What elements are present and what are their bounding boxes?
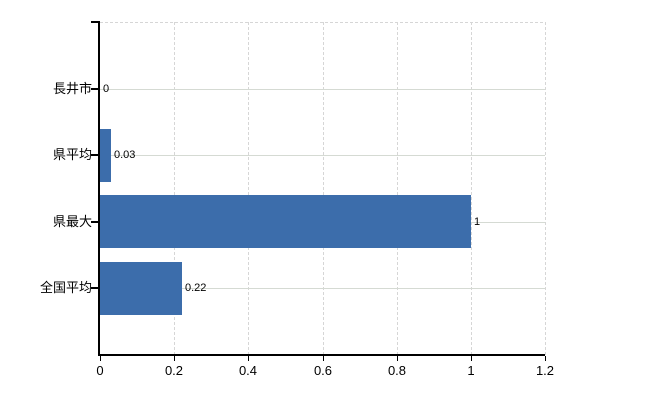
x-axis-line xyxy=(98,354,545,356)
x-axis-tick xyxy=(248,356,249,361)
x-axis-tick xyxy=(100,356,101,361)
bar xyxy=(100,195,471,248)
x-axis-tick xyxy=(545,356,546,361)
value-label: 1 xyxy=(474,216,481,228)
grid-line-vertical xyxy=(248,22,249,355)
x-tick-label: 1 xyxy=(467,363,475,378)
x-tick-label: 0.8 xyxy=(387,363,407,378)
category-label: 全国平均 xyxy=(39,280,92,295)
y-axis-tick xyxy=(91,154,98,156)
grid-line-horizontal xyxy=(100,155,545,156)
plot-top-border xyxy=(100,22,545,23)
x-tick-label: 0.4 xyxy=(238,363,258,378)
y-axis-tick xyxy=(91,88,98,90)
value-label: 0.03 xyxy=(114,149,136,161)
grid-line-vertical xyxy=(545,22,546,355)
grid-line-vertical xyxy=(323,22,324,355)
value-label: 0.22 xyxy=(185,282,207,294)
x-tick-label: 0 xyxy=(96,363,104,378)
category-label: 長井市 xyxy=(52,81,92,96)
y-axis-top-tick xyxy=(91,21,98,23)
bar xyxy=(100,129,111,182)
value-label: 0 xyxy=(103,83,110,95)
bar xyxy=(100,262,182,315)
x-tick-label: 0.6 xyxy=(313,363,333,378)
x-axis-tick xyxy=(471,356,472,361)
grid-line-horizontal xyxy=(100,89,545,90)
grid-line-vertical xyxy=(471,22,472,355)
y-axis-line xyxy=(98,21,100,356)
x-axis-tick xyxy=(323,356,324,361)
grid-line-vertical xyxy=(174,22,175,355)
x-tick-label: 0.2 xyxy=(164,363,184,378)
category-label: 県平均 xyxy=(52,147,92,162)
grid-line-horizontal xyxy=(100,288,545,289)
x-axis-tick xyxy=(397,356,398,361)
x-axis-tick xyxy=(174,356,175,361)
y-axis-tick xyxy=(91,221,98,223)
y-axis-tick xyxy=(91,287,98,289)
category-label: 県最大 xyxy=(52,214,92,229)
x-tick-label: 1.2 xyxy=(535,363,555,378)
grid-line-vertical xyxy=(397,22,398,355)
